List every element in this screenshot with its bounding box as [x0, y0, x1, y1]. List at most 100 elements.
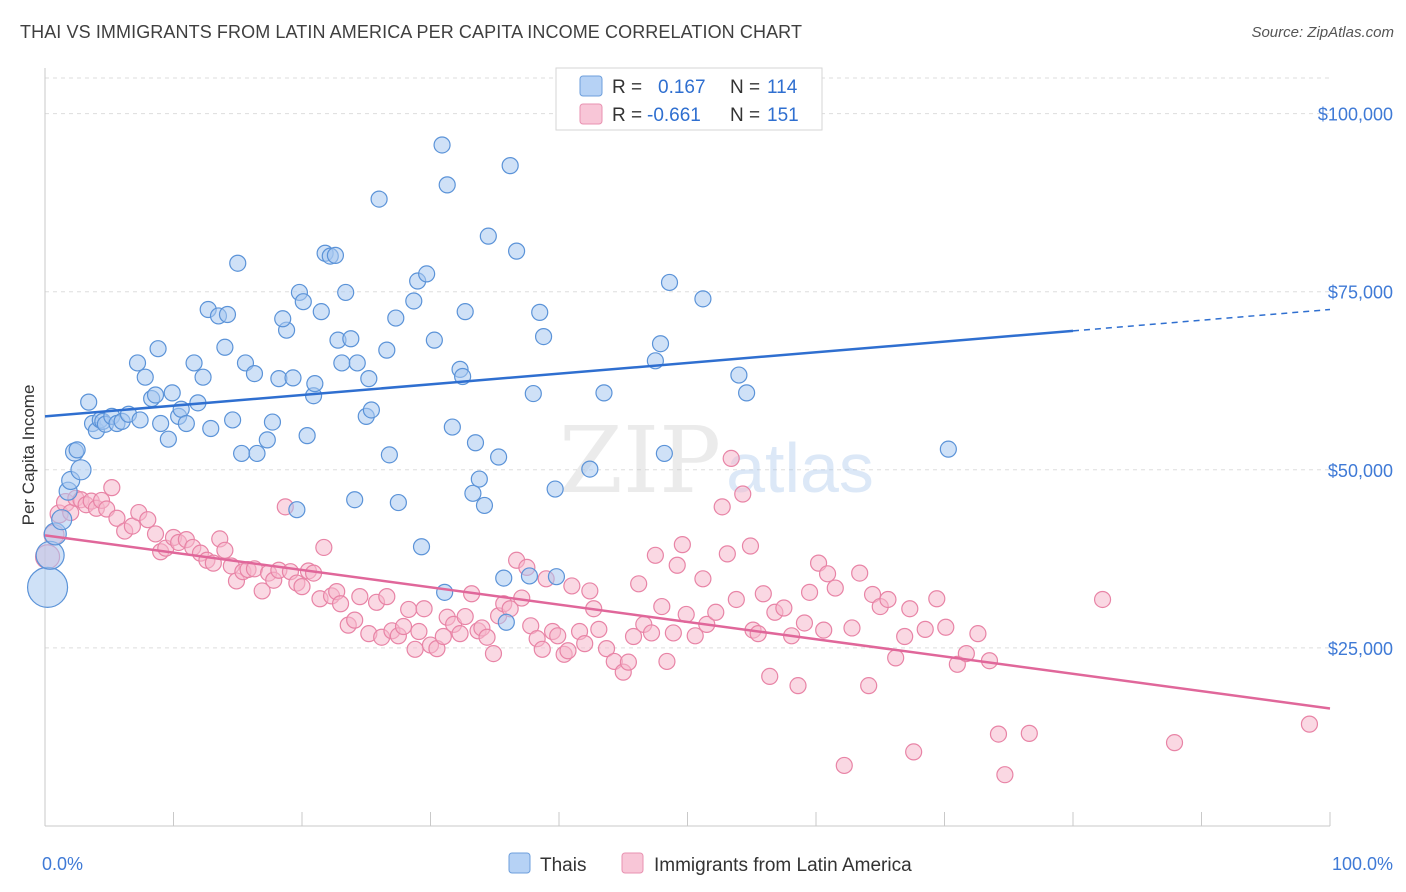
thais-point: [326, 246, 345, 264]
latin-america-point: [658, 652, 676, 671]
latin-america-point: [718, 545, 736, 563]
latin-america-point: [139, 511, 157, 529]
latin-america-point: [818, 565, 837, 583]
latin-america-point: [722, 449, 740, 468]
latin-america-point: [630, 575, 648, 593]
thais-point: [346, 491, 364, 509]
latin-america-point: [863, 585, 882, 604]
chart-title: THAI VS IMMIGRANTS FROM LATIN AMERICA PE…: [20, 22, 803, 42]
thais-point: [497, 613, 515, 631]
y-tick-label: $75,000: [1328, 283, 1393, 303]
thais-point: [136, 368, 154, 386]
latin-america-point: [378, 588, 396, 606]
thais-point: [531, 303, 549, 321]
thais-point: [470, 470, 488, 488]
thais-point: [163, 384, 181, 402]
latin-america-point: [668, 556, 686, 574]
series-latin-america-points: [34, 449, 1319, 784]
latin-america-point: [734, 485, 752, 503]
thais-point: [939, 440, 957, 458]
watermark: ZIP atlas: [559, 407, 874, 514]
thais-point: [149, 340, 167, 358]
bottom-legend-latin-america: Immigrants from Latin America: [654, 855, 912, 876]
latin-america-point: [928, 590, 946, 608]
thais-point: [263, 413, 282, 431]
latin-america-point: [549, 627, 567, 645]
thais-point: [730, 366, 748, 384]
latin-america-point: [887, 649, 905, 667]
latin-america-point: [901, 600, 919, 618]
thais-point: [258, 431, 276, 449]
thais-point: [456, 303, 474, 321]
thais-point: [520, 567, 539, 585]
latin-america-point: [916, 620, 934, 638]
latin-america-point: [957, 645, 975, 663]
latin-america-point: [749, 625, 767, 643]
thais-point: [501, 157, 519, 175]
thais-point: [405, 292, 423, 310]
thais-point: [495, 569, 513, 587]
y-axis-label: Per Capita Income: [19, 385, 38, 526]
latin-america-point: [896, 627, 914, 646]
latin-america-point: [1093, 590, 1112, 609]
y-tick-label: $50,000: [1328, 461, 1393, 481]
latin-america-point: [581, 582, 599, 600]
source-label: Source: ZipAtlas.com: [1251, 24, 1394, 41]
latin-america-point: [346, 611, 364, 629]
legend-r-value-latin-america: -0.661: [647, 105, 701, 126]
thais-point: [387, 309, 405, 327]
latin-america-point: [216, 541, 234, 559]
thais-point: [159, 430, 177, 448]
thais-point: [507, 242, 526, 260]
thais-point: [547, 568, 566, 586]
correlation-legend: R = 0.167 N = 114 R = -0.661 N = 151: [555, 67, 823, 131]
latin-america-point: [707, 603, 725, 621]
legend-n-label-1: N =: [730, 77, 760, 98]
latin-america-point: [559, 642, 577, 660]
thais-point: [738, 384, 756, 402]
x-tick-labels: 0.0% 100.0%: [42, 854, 1393, 874]
bottom-legend-swatch-latin-america: [621, 852, 644, 874]
latin-america-point: [410, 622, 428, 641]
thais-point: [218, 305, 237, 324]
latin-america-point: [843, 619, 861, 637]
latin-america-point: [315, 538, 333, 557]
series-legend: Thais Immigrants from Latin America: [508, 852, 912, 876]
thais-point: [70, 459, 92, 481]
latin-america-point: [815, 621, 833, 639]
thais-point: [418, 265, 436, 283]
latin-america-point: [576, 635, 594, 653]
thais-point: [380, 446, 398, 464]
thais-point: [438, 176, 456, 194]
y-tick-labels: $25,000 $50,000 $75,000 $100,000: [1318, 105, 1393, 659]
y-tick-label: $25,000: [1328, 639, 1393, 659]
thais-point: [35, 540, 65, 570]
thais-point: [694, 290, 712, 308]
latin-america-point: [795, 614, 814, 632]
thais-point: [370, 190, 388, 208]
thais-point: [412, 538, 431, 556]
thais-trend-line: [44, 329, 1074, 418]
latin-america-point: [1165, 734, 1184, 752]
thais-point: [131, 411, 149, 429]
thais-point: [51, 509, 73, 531]
latin-america-point: [905, 743, 923, 761]
thais-point: [464, 484, 482, 502]
thais-point: [229, 254, 247, 272]
latin-america-point: [563, 577, 581, 595]
thais-point: [298, 427, 316, 445]
latin-america-point: [597, 640, 616, 658]
latin-america-point: [1300, 715, 1319, 733]
series-thais-points: [26, 136, 957, 631]
thais-point: [378, 341, 396, 359]
latin-america-point: [253, 582, 271, 600]
thais-point: [306, 375, 324, 393]
thais-point: [546, 480, 564, 498]
latin-america-point: [624, 627, 643, 646]
latin-america-point: [713, 498, 731, 516]
latin-america-point: [1020, 724, 1038, 742]
thais-point: [248, 444, 266, 463]
latin-america-point: [619, 653, 637, 671]
thais-point: [26, 566, 69, 608]
